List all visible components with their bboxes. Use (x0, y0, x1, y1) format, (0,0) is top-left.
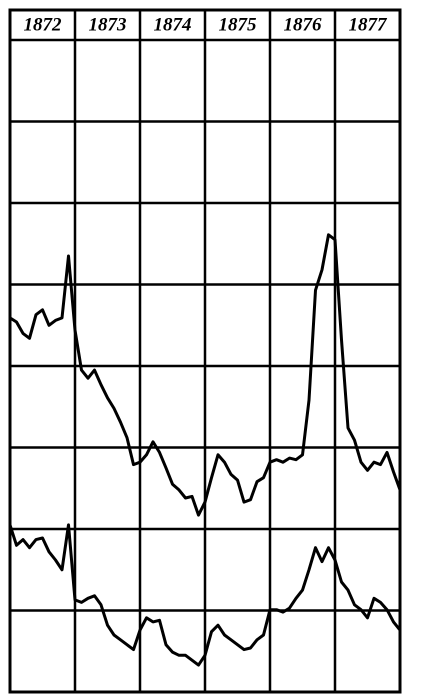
x-tick-label: 1876 (284, 14, 323, 35)
data-line (9, 233, 402, 517)
x-tick-label: 1875 (219, 14, 258, 35)
data-line (8, 523, 402, 667)
x-tick-label: 1874 (154, 14, 192, 35)
x-tick-label: 1873 (89, 14, 127, 35)
x-tick-label: 1872 (24, 14, 63, 35)
x-tick-label: 1877 (349, 14, 389, 35)
